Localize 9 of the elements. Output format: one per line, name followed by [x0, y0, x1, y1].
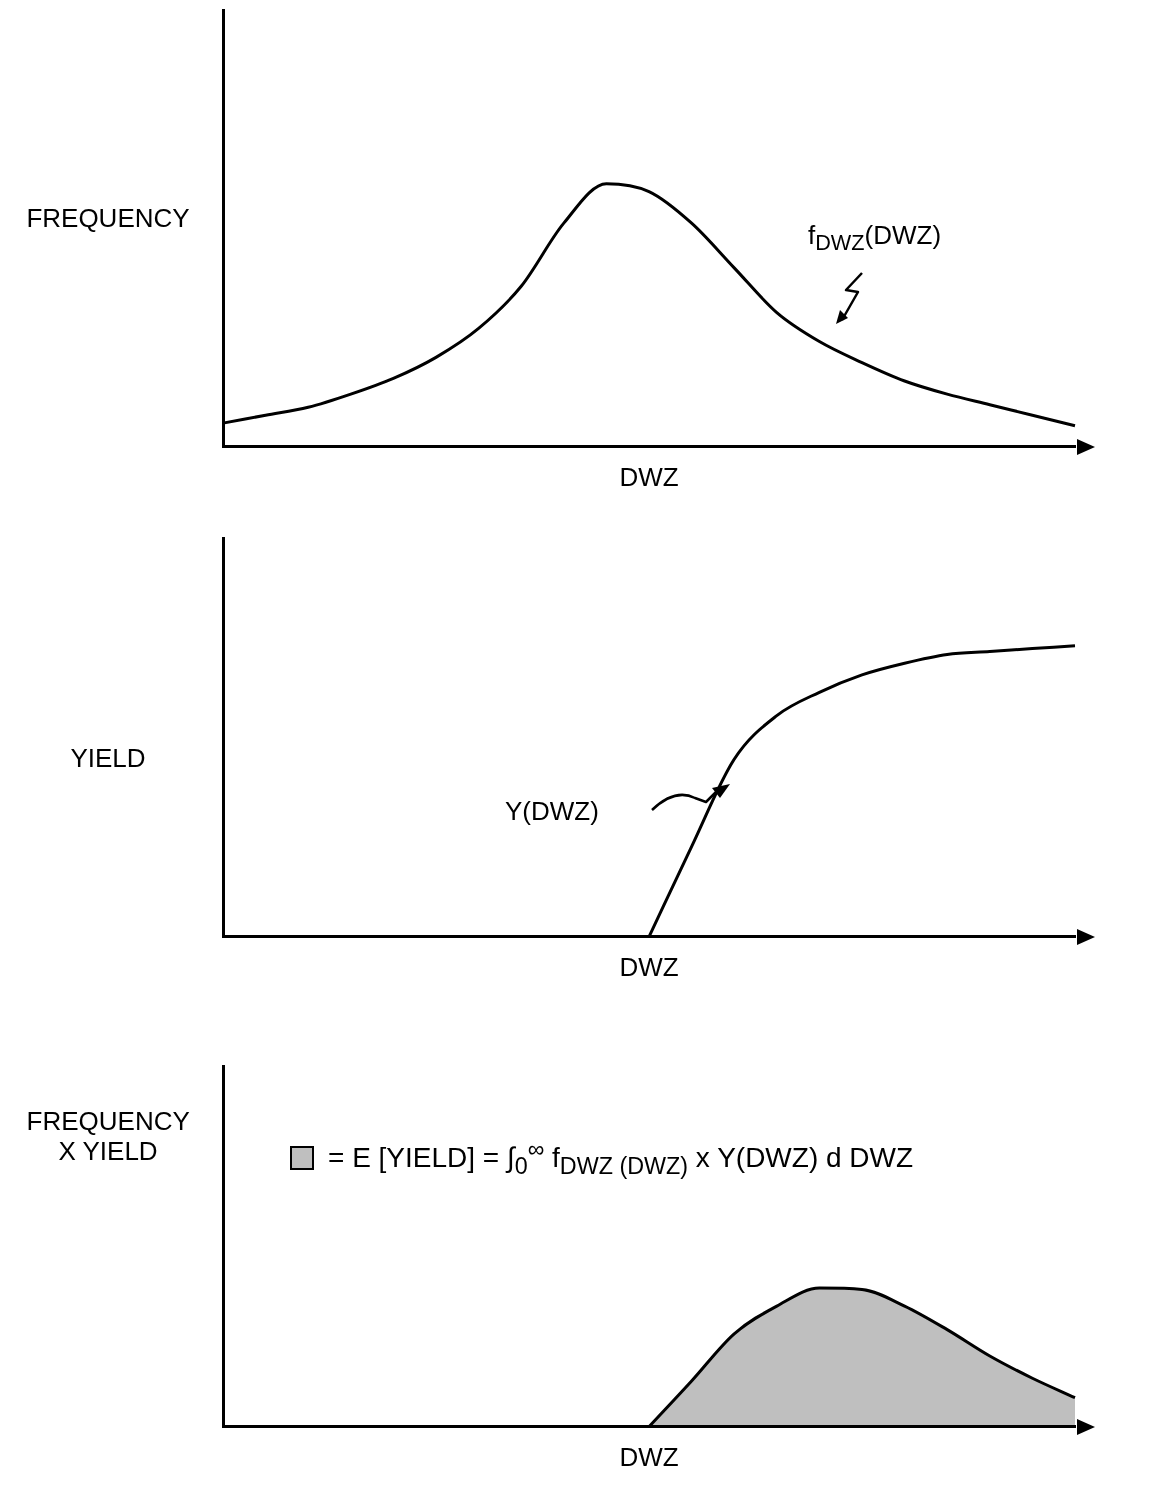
y-axis-title: FREQUENCY	[26, 203, 190, 233]
y-axis-title: FREQUENCY X YIELD	[26, 1106, 190, 1166]
x-axis-title: DWZ	[619, 951, 679, 982]
x-axis-title: DWZ	[619, 461, 679, 492]
text: = E [YIELD] = ∫$_{0}$$^{∞}$ f$_{DWZ (DWZ)}$ x Y(DWZ) d DWZ	[328, 1136, 914, 1180]
x-axis-title: DWZ	[619, 1441, 679, 1472]
annotation: f$_{DWZ}$(DWZ)	[808, 220, 942, 257]
annotation: Y(DWZ)	[505, 796, 599, 827]
y-axis-title: YIELD	[70, 743, 146, 773]
